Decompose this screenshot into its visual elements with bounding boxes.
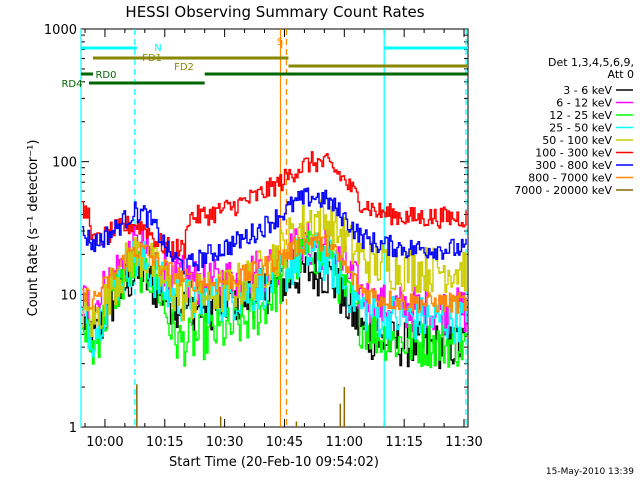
x-tick-label: 11:00 <box>326 435 363 450</box>
footer-date: 15-May-2010 13:39 <box>546 467 634 477</box>
series-line <box>82 199 467 337</box>
series-line <box>82 187 467 276</box>
flag-label-fd2: FD2 <box>174 62 194 73</box>
y-tick-label: 1000 <box>44 23 77 38</box>
legend-entry-label: 25 - 50 keV <box>549 122 612 135</box>
legend-entry-label: 800 - 7000 keV <box>528 172 612 185</box>
legend-entry-label: 12 - 25 keV <box>549 109 612 122</box>
legend-header: Att 0 <box>608 68 634 81</box>
series-line <box>82 151 467 259</box>
y-tick-label: 10 <box>60 288 77 303</box>
x-tick-label: 11:15 <box>385 435 422 450</box>
vertical-markers <box>80 29 467 427</box>
legend-entry-label: 300 - 800 keV <box>535 159 612 172</box>
legend-entry-label: 50 - 100 keV <box>542 134 612 147</box>
y-tick-label: 1 <box>69 421 77 436</box>
x-axis-label: Start Time (20-Feb-10 09:54:02) <box>169 455 379 470</box>
y-tick-label: 100 <box>52 156 77 171</box>
flag-label-n: N <box>154 43 161 54</box>
x-tick-label: 10:00 <box>86 435 123 450</box>
flag-label-rd4: RD4 <box>61 79 82 90</box>
x-tick-labels: 10:00 10:15 10:30 10:45 11:00 11:15 11:30 <box>86 435 483 450</box>
series-line <box>82 232 467 314</box>
x-tick-label: 11:30 <box>445 435 482 450</box>
x-tick-label: 10:15 <box>146 435 183 450</box>
flag-label-fd1: FD1 <box>142 53 162 64</box>
legend-entry-label: 3 - 6 keV <box>563 84 612 97</box>
spikes <box>136 384 346 427</box>
legend-entry-label: 100 - 300 keV <box>535 147 612 160</box>
y-axis-label: Count Rate (s⁻¹ detector⁻¹) <box>26 140 41 317</box>
y-tick-labels: 1 10 100 1000 <box>44 23 77 436</box>
x-tick-label: 10:30 <box>206 435 243 450</box>
legend-header: Det 1,3,4,5,6,9, <box>548 56 634 69</box>
flag-label-rd0: RD0 <box>95 70 116 81</box>
flag-label-s: S <box>277 37 283 48</box>
flag-bars: N S FD1 FD2 RD0 RD4 <box>61 37 468 90</box>
series-lines <box>82 151 467 370</box>
legend-entry-label: 7000 - 20000 keV <box>514 184 612 197</box>
legend-entry-label: 6 - 12 keV <box>556 97 612 110</box>
chart-title: HESSI Observing Summary Count Rates <box>125 3 424 21</box>
x-tick-label: 10:45 <box>266 435 303 450</box>
